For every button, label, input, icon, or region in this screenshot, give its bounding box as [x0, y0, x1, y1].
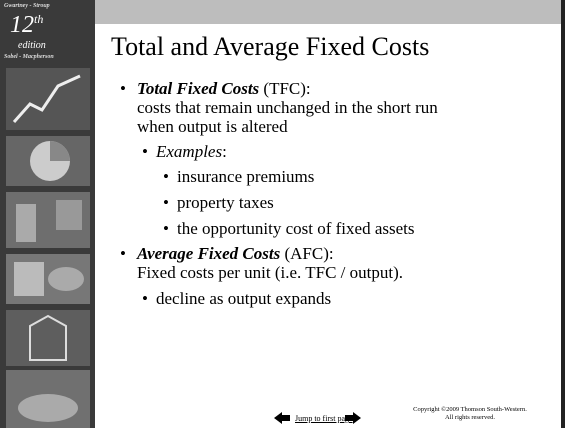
bullet: •	[120, 244, 126, 263]
item: the opportunity cost of fixed assets	[177, 219, 415, 238]
abbr: (AFC):	[284, 244, 334, 263]
edition-suffix: th	[34, 12, 44, 26]
sub-colon: :	[222, 142, 227, 161]
prev-arrow[interactable]	[274, 412, 290, 424]
item: property taxes	[177, 193, 274, 212]
term: Average Fixed Costs	[137, 244, 281, 263]
sidebar-images	[6, 68, 90, 428]
jump-link[interactable]: Jump to first page	[295, 414, 353, 423]
authors-bottom: Sobel - Macpherson	[4, 54, 54, 60]
item: decline as output expands	[156, 289, 332, 308]
term: Total Fixed Costs	[137, 79, 260, 98]
sub-sub-bullet: •	[163, 193, 169, 212]
next-arrow[interactable]	[345, 412, 361, 424]
bullet-text: costs that remain unchanged in the short…	[137, 98, 438, 117]
sidebar: Gwartney - Stroup 12th edition Sobel - M…	[0, 0, 95, 428]
bullet-text: Fixed costs per unit (i.e. TFC / output)…	[137, 263, 404, 282]
copyright-line: All rights reserved.	[444, 414, 495, 421]
copyright: Copyright ©2009 Thomson South-Western. A…	[390, 406, 550, 422]
item: insurance premiums	[177, 167, 315, 186]
sub-bullet: •	[142, 142, 148, 161]
slide-title: Total and Average Fixed Costs	[111, 32, 430, 61]
bullet-heading: Average Fixed Costs (AFC):	[137, 245, 334, 263]
top-band	[95, 0, 561, 24]
authors-top: Gwartney - Stroup	[4, 3, 50, 9]
copyright-line: Copyright ©2009 Thomson South-Western.	[413, 406, 527, 413]
right-edge	[561, 0, 565, 428]
bullet: •	[120, 79, 126, 98]
sub-sub-bullet: •	[163, 219, 169, 238]
sub-label: Examples	[156, 142, 223, 161]
bullet-text: when output is altered	[137, 117, 288, 136]
edition-number-text: 12	[10, 12, 34, 38]
bullet-heading: Total Fixed Costs (TFC):	[137, 80, 311, 98]
sub-bullet: •	[142, 289, 148, 308]
sub-heading: Examples:	[156, 143, 227, 161]
edition-word: edition	[18, 40, 46, 51]
edition-number: 12th	[10, 12, 43, 39]
abbr: (TFC):	[263, 79, 311, 98]
sub-sub-bullet: •	[163, 167, 169, 186]
